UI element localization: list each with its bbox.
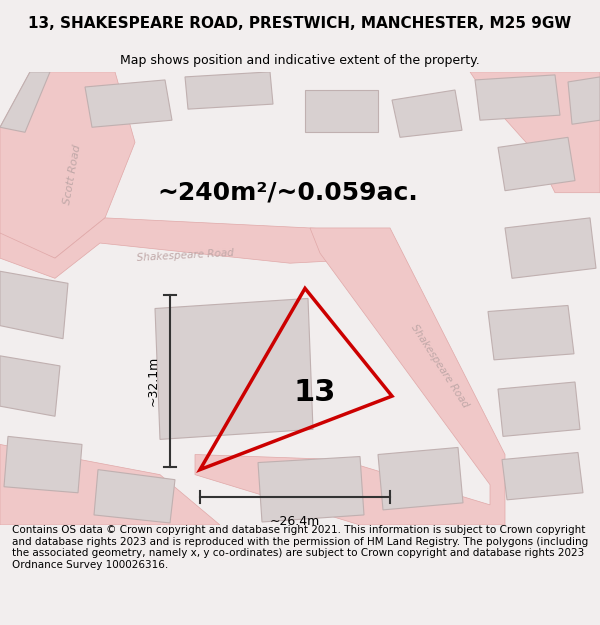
Text: 13: 13 xyxy=(294,378,336,407)
Text: Shakespeare Road: Shakespeare Road xyxy=(136,248,234,262)
Polygon shape xyxy=(498,138,575,191)
Text: ~26.4m: ~26.4m xyxy=(270,515,320,528)
Polygon shape xyxy=(305,90,378,132)
Text: Shakespeare Road: Shakespeare Road xyxy=(409,322,470,409)
Polygon shape xyxy=(568,77,600,124)
Polygon shape xyxy=(475,75,560,120)
Text: ~32.1m: ~32.1m xyxy=(146,356,160,406)
Polygon shape xyxy=(0,356,60,416)
Polygon shape xyxy=(195,228,505,525)
Polygon shape xyxy=(392,90,462,138)
Polygon shape xyxy=(505,218,596,278)
Polygon shape xyxy=(4,436,82,492)
Polygon shape xyxy=(0,72,135,258)
Polygon shape xyxy=(378,448,463,510)
Polygon shape xyxy=(185,72,273,109)
Text: Contains OS data © Crown copyright and database right 2021. This information is : Contains OS data © Crown copyright and d… xyxy=(12,525,588,570)
Text: 13, SHAKESPEARE ROAD, PRESTWICH, MANCHESTER, M25 9GW: 13, SHAKESPEARE ROAD, PRESTWICH, MANCHES… xyxy=(28,16,572,31)
Polygon shape xyxy=(0,444,220,525)
Polygon shape xyxy=(0,72,50,132)
Polygon shape xyxy=(94,469,175,523)
Polygon shape xyxy=(0,271,68,339)
Polygon shape xyxy=(498,382,580,436)
Polygon shape xyxy=(488,306,574,360)
Polygon shape xyxy=(0,218,385,278)
Polygon shape xyxy=(155,298,313,439)
Text: Map shows position and indicative extent of the property.: Map shows position and indicative extent… xyxy=(120,54,480,67)
Polygon shape xyxy=(258,456,364,522)
Polygon shape xyxy=(85,80,172,128)
Text: Scott Road: Scott Road xyxy=(62,144,82,206)
Polygon shape xyxy=(470,72,600,192)
Polygon shape xyxy=(502,452,583,500)
Text: ~240m²/~0.059ac.: ~240m²/~0.059ac. xyxy=(158,181,418,205)
